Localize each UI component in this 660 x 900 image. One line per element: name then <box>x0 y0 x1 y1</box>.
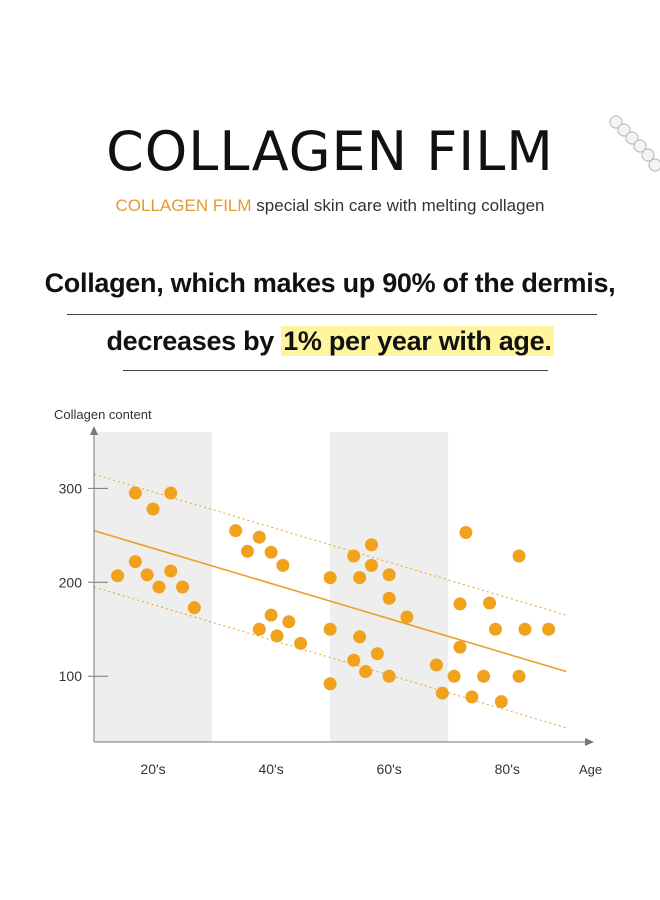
shaded-age-band-2 <box>330 432 449 742</box>
pearl-decoration-icon <box>609 115 660 172</box>
upper-bound-line <box>93 473 567 616</box>
data-point <box>128 486 142 500</box>
x-tick-label: 40's <box>258 761 283 777</box>
data-point <box>176 580 190 594</box>
y-axis-label: Collagen content <box>54 407 152 422</box>
data-point <box>264 545 278 559</box>
data-point <box>477 669 491 683</box>
data-point <box>187 601 201 615</box>
data-point <box>323 677 337 691</box>
x-tick-label: 80's <box>495 761 520 777</box>
data-point <box>229 524 243 538</box>
data-point <box>152 580 166 594</box>
data-point <box>359 665 373 679</box>
data-point <box>512 669 526 683</box>
data-point <box>447 669 461 683</box>
data-point <box>453 640 467 654</box>
data-point <box>494 695 508 709</box>
data-point <box>382 669 396 683</box>
lower-bound-line <box>93 586 567 729</box>
headline-line-2: decreases by 1% per year with age. <box>0 326 660 357</box>
data-point <box>240 544 254 558</box>
data-point <box>370 647 384 661</box>
page-title: COLLAGEN FILM <box>106 120 554 183</box>
x-axis-label: Age <box>579 762 602 777</box>
y-tick-label: 200 <box>59 574 83 590</box>
data-point <box>353 571 367 585</box>
data-point <box>294 636 308 650</box>
data-point <box>128 555 142 569</box>
trend-line <box>93 529 567 673</box>
y-tick-label: 100 <box>59 668 83 684</box>
collagen-scatter-chart: Collagen content Age 300 200 100 20's 40's 60… <box>54 407 602 777</box>
x-tick-label: 60's <box>377 761 402 777</box>
data-point <box>459 526 473 540</box>
data-point <box>382 591 396 605</box>
data-point <box>453 597 467 611</box>
y-tick-label: 300 <box>59 480 83 496</box>
data-point <box>364 538 378 552</box>
data-point <box>435 686 449 700</box>
data-point <box>140 568 154 582</box>
data-point <box>518 622 532 636</box>
headline-divider-2 <box>123 370 548 371</box>
data-point <box>282 615 296 629</box>
y-axis-arrow-icon <box>90 426 98 435</box>
data-point <box>270 629 284 643</box>
data-point <box>347 653 361 667</box>
subtitle-text: special skin care with melting collagen <box>251 196 545 215</box>
data-point <box>512 549 526 563</box>
data-point <box>382 568 396 582</box>
data-point <box>146 502 160 516</box>
data-point <box>364 558 378 572</box>
data-point <box>465 690 479 704</box>
data-point <box>264 608 278 622</box>
data-point <box>252 622 266 636</box>
data-point <box>353 630 367 644</box>
headline-divider-1 <box>67 314 597 315</box>
headline-line-1: Collagen, which makes up 90% of the derm… <box>44 268 616 298</box>
data-point <box>347 549 361 563</box>
data-point <box>400 610 414 624</box>
data-point <box>542 622 556 636</box>
data-point <box>488 622 502 636</box>
data-point <box>429 658 443 672</box>
data-point <box>164 564 178 578</box>
data-point <box>164 486 178 500</box>
data-point <box>323 571 337 585</box>
data-point <box>323 622 337 636</box>
data-point <box>483 596 497 610</box>
subtitle-accent: COLLAGEN FILM <box>115 196 252 215</box>
headline-line-2-text: decreases by <box>106 326 282 356</box>
data-point <box>111 569 125 583</box>
data-point <box>252 530 266 544</box>
data-point <box>276 558 290 572</box>
headline-highlight: 1% per year with age. <box>281 326 554 356</box>
x-tick-label: 20's <box>140 761 165 777</box>
subtitle: COLLAGEN FILM special skin care with mel… <box>0 196 660 216</box>
x-axis-arrow-icon <box>585 738 594 746</box>
